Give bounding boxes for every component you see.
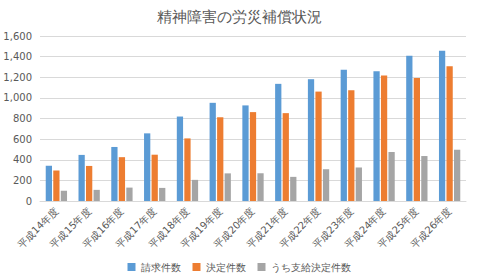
svg-text:1,200: 1,200: [3, 72, 32, 83]
svg-text:600: 600: [13, 134, 32, 145]
svg-text:1,400: 1,400: [3, 51, 32, 62]
svg-text:請求件数: 請求件数: [141, 262, 181, 273]
svg-text:平成14年度: 平成14年度: [15, 205, 61, 251]
svg-text:平成19年度: 平成19年度: [179, 205, 225, 251]
svg-text:平成17年度: 平成17年度: [113, 205, 159, 251]
svg-text:1,000: 1,000: [3, 92, 32, 103]
svg-text:平成21年度: 平成21年度: [244, 205, 290, 251]
svg-text:平成15年度: 平成15年度: [48, 205, 93, 251]
svg-text:200: 200: [13, 175, 32, 186]
svg-text:決定件数: 決定件数: [206, 262, 246, 273]
svg-text:精神障害の労災補償状況: 精神障害の労災補償状況: [157, 8, 322, 26]
svg-text:平成25年度: 平成25年度: [375, 205, 421, 251]
svg-text:平成23年度: 平成23年度: [310, 205, 356, 251]
svg-text:平成22年度: 平成22年度: [277, 205, 323, 251]
svg-text:400: 400: [13, 154, 32, 165]
svg-text:うち支給決定件数: うち支給決定件数: [271, 262, 351, 273]
svg-text:1,600: 1,600: [3, 31, 32, 42]
svg-text:平成18年度: 平成18年度: [146, 205, 192, 251]
svg-text:平成16年度: 平成16年度: [80, 205, 126, 251]
svg-text:0: 0: [26, 196, 32, 207]
svg-text:800: 800: [13, 113, 32, 124]
svg-text:平成24年度: 平成24年度: [342, 205, 388, 251]
svg-text:平成20年度: 平成20年度: [211, 205, 257, 251]
svg-text:平成26年度: 平成26年度: [408, 205, 453, 250]
